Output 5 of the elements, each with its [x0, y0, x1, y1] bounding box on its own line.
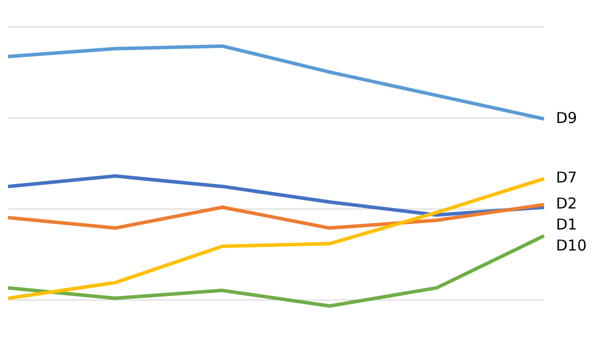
series-label: D9: [556, 108, 578, 127]
series-label: D10: [556, 236, 587, 255]
series-label: D1: [556, 216, 578, 234]
series-label: D7: [556, 168, 578, 187]
series-label: D2: [556, 194, 578, 213]
